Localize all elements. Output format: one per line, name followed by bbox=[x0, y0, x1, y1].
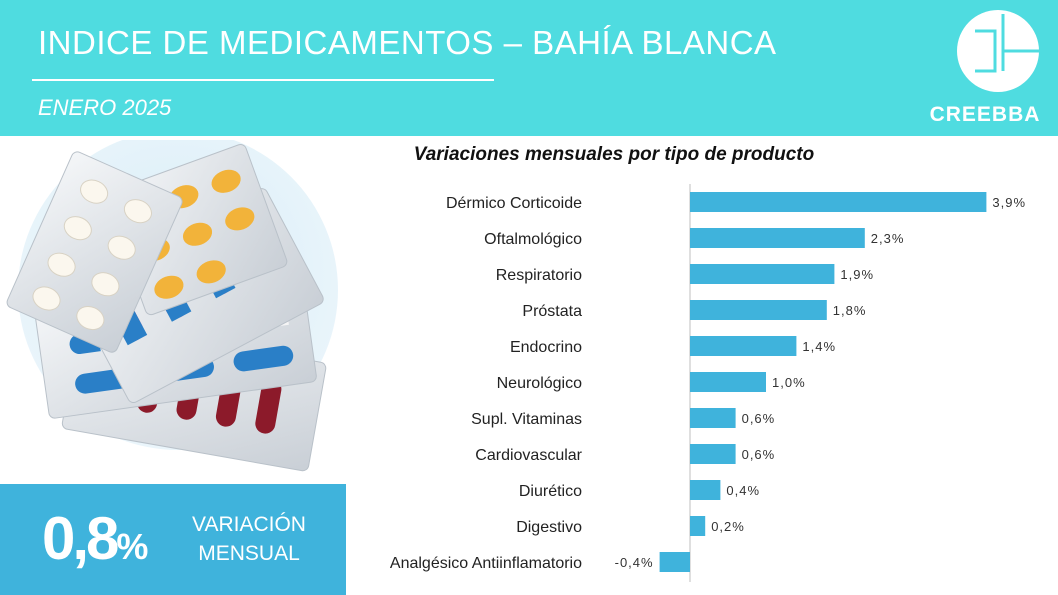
bar bbox=[690, 264, 835, 284]
title-divider bbox=[32, 79, 494, 81]
data-label: 0,4% bbox=[726, 483, 760, 498]
data-label: 3,9% bbox=[992, 195, 1026, 210]
data-label: -0,4% bbox=[615, 555, 654, 570]
category-label: Próstata bbox=[522, 303, 582, 320]
chart-title: Variaciones mensuales por tipo de produc… bbox=[413, 144, 815, 165]
bar bbox=[690, 372, 766, 392]
period-subtitle: ENERO 2025 bbox=[38, 95, 172, 120]
monthly-variation-panel: 0,8% VARIACIÓN MENSUAL bbox=[0, 484, 346, 595]
kpi-label-line1: VARIACIÓN bbox=[192, 513, 306, 536]
category-label: Neurológico bbox=[497, 375, 582, 392]
page-title: INDICE DE MEDICAMENTOS – BAHÍA BLANCA bbox=[38, 24, 777, 61]
bar bbox=[690, 336, 797, 356]
bar bbox=[659, 552, 690, 572]
bar bbox=[690, 192, 987, 212]
data-label: 0,6% bbox=[742, 411, 776, 426]
category-label: Dérmico Corticoide bbox=[446, 195, 582, 212]
category-label: Respiratorio bbox=[496, 267, 582, 284]
category-label: Diurético bbox=[519, 483, 582, 500]
kpi-number: 0,8 bbox=[42, 505, 119, 572]
kpi-value: 0,8% bbox=[42, 504, 148, 573]
kpi-label: VARIACIÓN MENSUAL bbox=[176, 510, 322, 568]
logo-wordmark: CREEBBA bbox=[929, 103, 1041, 126]
kpi-unit: % bbox=[116, 526, 149, 567]
bar bbox=[690, 300, 827, 320]
medication-pills-image bbox=[6, 140, 338, 472]
category-label: Cardiovascular bbox=[475, 447, 582, 464]
bar bbox=[690, 516, 706, 536]
kpi-label-line2: MENSUAL bbox=[198, 542, 300, 565]
creebba-logo-icon bbox=[957, 10, 1039, 92]
category-label: Supl. Vitaminas bbox=[471, 411, 582, 428]
category-label: Analgésico Antiinflamatorio bbox=[390, 555, 582, 572]
header-banner: INDICE DE MEDICAMENTOS – BAHÍA BLANCA EN… bbox=[0, 0, 1058, 136]
data-label: 1,0% bbox=[772, 375, 806, 390]
data-label: 2,3% bbox=[871, 231, 905, 246]
bar-chart: Dérmico Corticoide 3,9% Oftalmológico 2,3% R… bbox=[390, 184, 1026, 582]
data-label: 0,2% bbox=[711, 519, 745, 534]
category-label: Digestivo bbox=[516, 519, 582, 536]
category-label: Endocrino bbox=[510, 339, 582, 356]
data-label: 1,4% bbox=[802, 339, 836, 354]
bar bbox=[690, 480, 721, 500]
data-label: 1,9% bbox=[840, 267, 874, 282]
category-label: Oftalmológico bbox=[484, 231, 582, 248]
data-label: 0,6% bbox=[742, 447, 776, 462]
bar bbox=[690, 228, 865, 248]
bar bbox=[690, 444, 736, 464]
data-label: 1,8% bbox=[833, 303, 867, 318]
bar bbox=[690, 408, 736, 428]
